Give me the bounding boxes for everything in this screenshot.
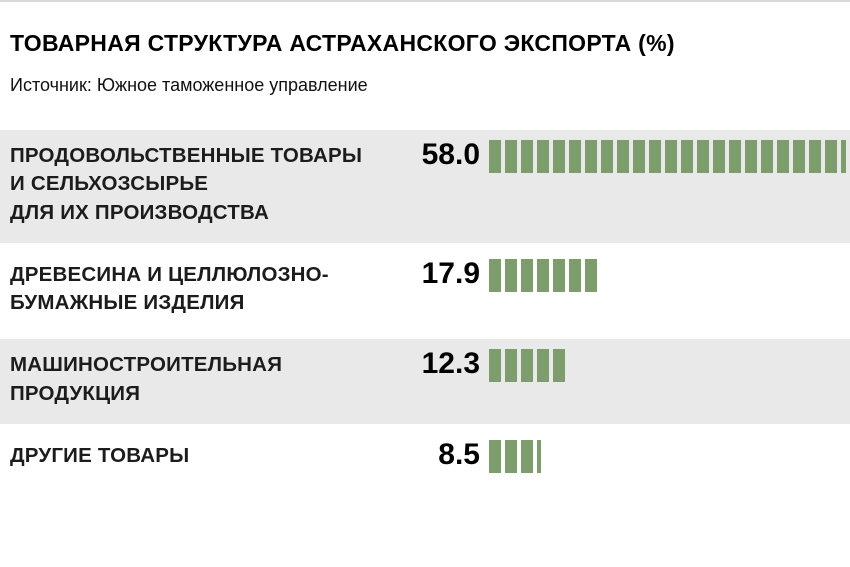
bar: [489, 140, 846, 173]
value-label: 8.5: [438, 437, 480, 471]
chart-row: ПРОДОВОЛЬСТВЕННЫЕ ТОВАРЫ И СЕЛЬХОЗСЫРЬЕ ДЛ…: [0, 130, 850, 243]
category-label: ДРЕВЕСИНА И ЦЕЛЛЮЛОЗНО- БУМАЖНЫЕ ИЗДЕЛИЯ: [10, 262, 329, 315]
bar: [489, 439, 541, 473]
chart-row: ДРЕВЕСИНА И ЦЕЛЛЮЛОЗНО- БУМАЖНЫЕ ИЗДЕЛИЯ 1…: [0, 248, 850, 334]
category-label: ДРУГИЕ ТОВАРЫ: [10, 443, 190, 467]
chart-title: ТОВАРНАЯ СТРУКТУРА АСТРАХАНСКОГО ЭКСПОРТ…: [10, 30, 675, 56]
value-label: 12.3: [421, 347, 480, 381]
chart-rows: ПРОДОВОЛЬСТВЕННЫЕ ТОВАРЫ И СЕЛЬХОЗСЫРЬЕ ДЛ…: [0, 130, 850, 502]
source-note: Источник: Южное таможенное управление: [10, 75, 368, 95]
bar: [489, 258, 599, 292]
value-label: 17.9: [421, 256, 480, 290]
chart-row: ДРУГИЕ ТОВАРЫ 8.5: [0, 429, 850, 502]
category-label: МАШИНОСТРОИТЕЛЬНАЯ ПРОДУКЦИЯ: [10, 353, 283, 405]
value-label: 58.0: [421, 138, 480, 171]
chart-row: МАШИНОСТРОИТЕЛЬНАЯ ПРОДУКЦИЯ 12.3: [0, 339, 850, 424]
bar: [489, 349, 565, 383]
category-label: ПРОДОВОЛЬСТВЕННЫЕ ТОВАРЫ И СЕЛЬХОЗСЫРЬЕ ДЛ…: [10, 144, 363, 224]
